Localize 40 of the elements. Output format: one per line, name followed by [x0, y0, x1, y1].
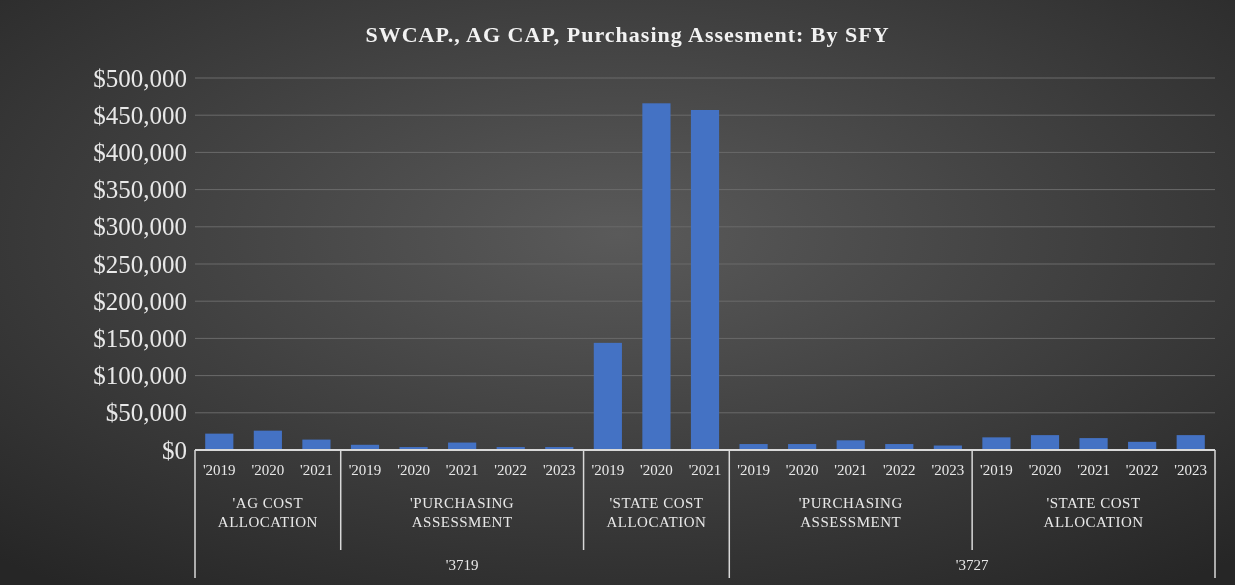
x-tick-label: '2020 — [397, 462, 430, 478]
text: 'PURCHASING ASSESSMENT — [410, 495, 515, 530]
x-tick-label: '2021 — [445, 462, 479, 478]
y-tick-label: $0 — [162, 436, 187, 464]
text: '3727 — [955, 557, 989, 573]
x-tick-label: '2019 — [737, 462, 770, 478]
text: 'STATE COST ALLOCATION — [1043, 495, 1144, 530]
y-tick-label: $50,000 — [105, 399, 187, 427]
x-tick-label: '2021 — [688, 462, 722, 478]
x-tick-label: '2021 — [1077, 462, 1110, 478]
y-tick-label: $500,000 — [93, 64, 187, 92]
x-tick-label: '2022 — [882, 462, 916, 478]
x-tick-label: '2020 — [640, 462, 673, 478]
text: 'AG COST ALLOCATION — [217, 495, 318, 530]
y-tick-label: $350,000 — [93, 176, 187, 204]
x-tick-label: '2020 — [251, 462, 285, 478]
x-tick-label: '2023 — [542, 462, 576, 478]
x-tick-label: '2021 — [834, 462, 868, 478]
chart-title: SWCAP., AG CAP, Purchasing Assesment: By SFY — [365, 22, 890, 47]
x-tick-label: '2019 — [348, 462, 382, 478]
x-tick-label: '2020 — [1028, 462, 1062, 478]
y-tick-label: $400,000 — [93, 138, 187, 166]
y-tick-label: $150,000 — [93, 324, 187, 352]
x-tick-label: '2019 — [591, 462, 625, 478]
text: 'PURCHASING ASSESSMENT — [798, 495, 903, 530]
text: 'STATE COST ALLOCATION — [606, 495, 707, 530]
y-tick-label: $250,000 — [93, 250, 187, 278]
x-tick-label: '2022 — [494, 462, 528, 478]
x-tick-label: '2019 — [202, 462, 236, 478]
text: '3719 — [445, 557, 479, 573]
y-tick-label: $100,000 — [93, 362, 187, 390]
y-tick-label: $300,000 — [93, 213, 187, 241]
x-tick-label: '2023 — [931, 462, 965, 478]
x-tick-label: '2021 — [300, 462, 333, 478]
x-tick-label: '2020 — [785, 462, 819, 478]
y-tick-label: $200,000 — [93, 287, 187, 315]
y-tick-label: $450,000 — [93, 101, 187, 129]
x-tick-label: '2023 — [1174, 462, 1208, 478]
x-tick-label: '2019 — [980, 462, 1013, 478]
x-tick-label: '2022 — [1125, 462, 1159, 478]
